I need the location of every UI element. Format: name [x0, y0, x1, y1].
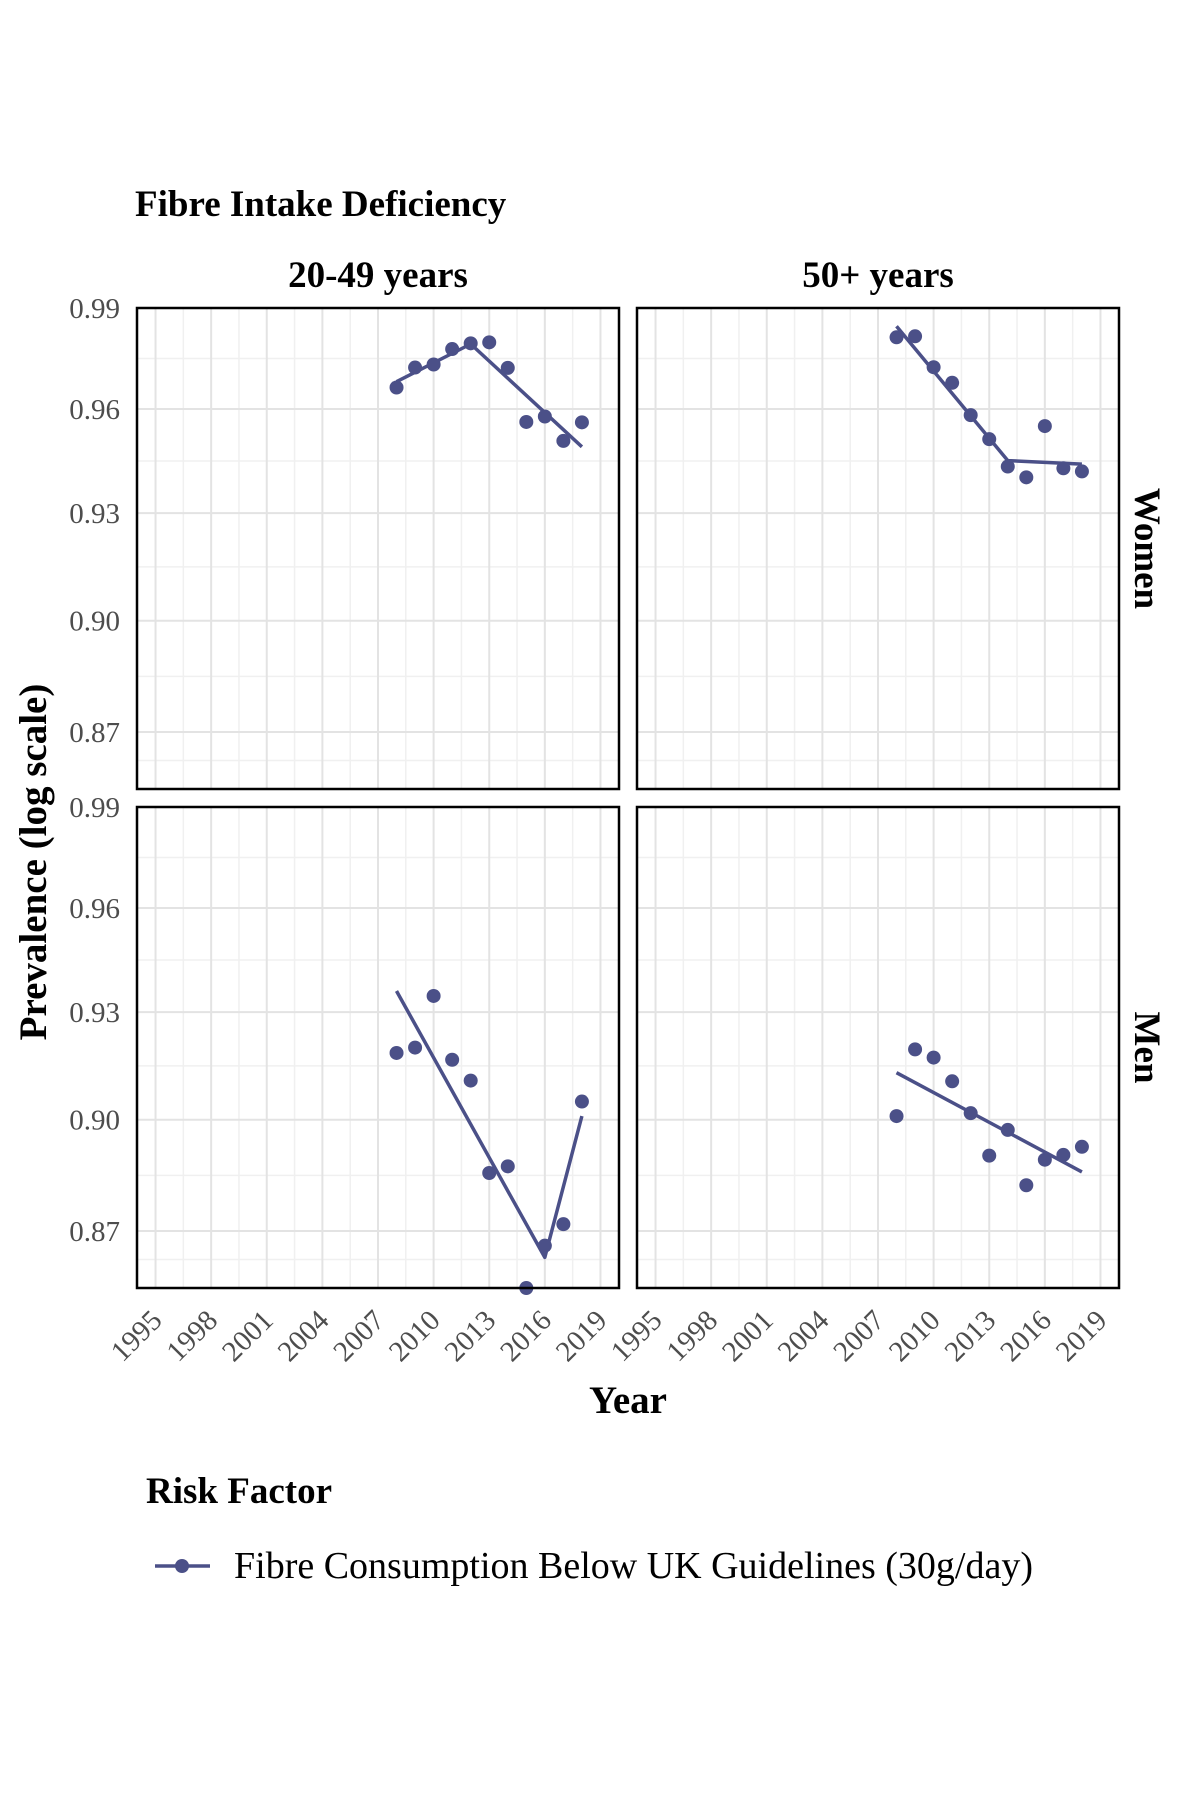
data-point-2016: [537, 1238, 552, 1253]
data-point-2009: [908, 1042, 923, 1057]
data-point-2016: [1037, 419, 1052, 434]
x-tick-label: 2013: [939, 1304, 1003, 1368]
y-axis-title: Prevalence (log scale): [12, 684, 55, 1041]
x-tick-label: 1998: [660, 1304, 724, 1368]
data-point-2012: [463, 336, 478, 351]
data-point-2018: [574, 1094, 589, 1109]
x-tick-label: 2019: [1050, 1304, 1114, 1368]
data-point-2008: [889, 1109, 904, 1124]
data-point-2011: [945, 1074, 960, 1089]
panel-50-years-women: 50+ years Women: [635, 255, 1167, 791]
legend: Risk Factor Fibre Consumption Below UK G…: [146, 1471, 1033, 1587]
data-point-2009: [408, 360, 423, 375]
facet-panels: 20-49 years 0.87 0.90 0.93 0.96 0.99 50+ years…: [69, 255, 1167, 1368]
x-tick-label: 2010: [383, 1304, 447, 1368]
facet-label-20-49-years: 20-49 years: [288, 255, 468, 296]
x-tick-label: 2010: [883, 1304, 947, 1368]
x-tick-label: 1995: [605, 1304, 669, 1368]
x-tick-label: 2004: [772, 1304, 836, 1368]
data-point-2012: [963, 408, 978, 423]
facet-label-men: Men: [1126, 1012, 1167, 1084]
data-point-2016: [1037, 1152, 1052, 1167]
data-point-2015: [1019, 1178, 1034, 1193]
data-point-2015: [1019, 470, 1034, 485]
y-tick-label: 0.99: [69, 293, 120, 325]
x-tick-label: 2004: [272, 1304, 336, 1368]
legend-key-point: [175, 1559, 189, 1573]
data-point-2017: [1056, 461, 1071, 476]
data-point-2010: [926, 1050, 941, 1065]
y-tick-label: 0.87: [69, 1216, 120, 1248]
legend-title: Risk Factor: [146, 1471, 332, 1512]
data-point-2018: [1074, 464, 1089, 479]
data-point-2008: [389, 380, 404, 395]
panel-border: [135, 805, 621, 1290]
x-axis-title: Year: [589, 1379, 667, 1422]
data-point-2010: [426, 988, 441, 1003]
x-tick-label: 2001: [216, 1304, 280, 1368]
x-tick-label: 1995: [105, 1304, 169, 1368]
data-point-2017: [1056, 1147, 1071, 1162]
data-point-2011: [445, 1052, 460, 1067]
data-point-2014: [500, 1159, 515, 1174]
x-tick-label: 1998: [160, 1304, 224, 1368]
data-point-2010: [426, 357, 441, 372]
y-tick-label: 0.96: [69, 893, 120, 925]
trend-line: [895, 1071, 1083, 1174]
x-tick-label: 2016: [494, 1304, 558, 1368]
data-point-2009: [408, 1040, 423, 1055]
legend-label: Fibre Consumption Below UK Guidelines (3…: [234, 1545, 1033, 1587]
x-tick-label: 2016: [994, 1304, 1058, 1368]
panel-20-49-years-men: 0.87 0.90 0.93 0.96 0.99 19951998200120042007…: [69, 792, 621, 1368]
data-point-2013: [482, 335, 497, 350]
x-tick-label: 2019: [550, 1304, 614, 1368]
y-tick-label: 0.90: [69, 1105, 120, 1137]
facet-label-women: Women: [1126, 488, 1167, 610]
panel-border: [635, 306, 1121, 791]
y-tick-label: 0.96: [69, 394, 120, 426]
y-tick-label: 0.87: [69, 717, 120, 749]
data-point-2014: [500, 360, 515, 375]
data-point-2008: [889, 330, 904, 345]
chart-title: Fibre Intake Deficiency: [135, 184, 507, 225]
data-point-2015: [519, 414, 534, 429]
trend-line: [394, 990, 584, 1260]
data-point-2011: [945, 375, 960, 390]
data-point-2013: [982, 1148, 997, 1163]
data-point-2014: [1000, 1122, 1015, 1137]
panel-20-49-years-women: 20-49 years 0.87 0.90 0.93 0.96 0.99: [69, 255, 621, 791]
data-point-2012: [463, 1073, 478, 1088]
data-point-2016: [537, 409, 552, 424]
data-point-2008: [389, 1045, 404, 1060]
data-point-2013: [982, 432, 997, 447]
y-tick-label: 0.93: [69, 498, 120, 530]
data-point-2017: [556, 433, 571, 448]
y-tick-label: 0.99: [69, 792, 120, 824]
data-point-2010: [926, 360, 941, 375]
y-tick-label: 0.93: [69, 997, 120, 1029]
data-point-2012: [963, 1106, 978, 1121]
facet-label-50-years: 50+ years: [802, 255, 954, 296]
data-point-2017: [556, 1217, 571, 1232]
data-point-2018: [574, 415, 589, 430]
x-tick-label: 2013: [439, 1304, 503, 1368]
x-tick-label: 2001: [716, 1304, 780, 1368]
x-tick-label: 2007: [327, 1304, 391, 1368]
panel-border: [135, 306, 621, 791]
y-tick-label: 0.90: [69, 606, 120, 638]
panel-border: [635, 805, 1121, 1290]
data-point-2018: [1074, 1139, 1089, 1154]
data-point-2009: [908, 329, 923, 344]
x-tick-label: 2007: [827, 1304, 891, 1368]
data-point-2011: [445, 342, 460, 357]
data-point-2014: [1000, 459, 1015, 474]
data-point-2013: [482, 1165, 497, 1180]
